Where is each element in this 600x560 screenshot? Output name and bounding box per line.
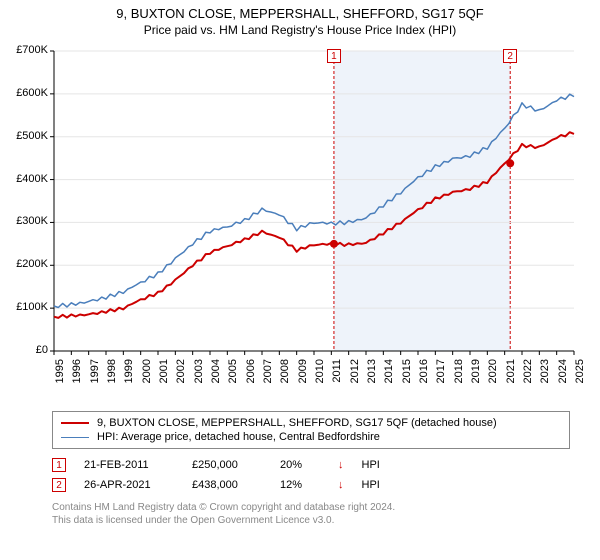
chart-container: 9, BUXTON CLOSE, MEPPERSHALL, SHEFFORD, … [0,0,600,560]
x-tick-label: 2020 [487,359,499,389]
legend-swatch [61,437,89,438]
y-tick-label: £100K [0,301,48,313]
x-tick-label: 2024 [557,359,569,389]
sale-pct: 12% [280,479,320,491]
sale-vs: HPI [362,459,380,471]
sale-row: 1 21-FEB-2011 £250,000 20% ↓ HPI [52,455,570,475]
sale-vs: HPI [362,479,380,491]
x-tick-label: 2006 [245,359,257,389]
legend-row: 9, BUXTON CLOSE, MEPPERSHALL, SHEFFORD, … [61,416,561,430]
y-tick-label: £200K [0,258,48,270]
x-tick-label: 2014 [383,359,395,389]
x-tick-label: 2021 [505,359,517,389]
x-tick-label: 2013 [366,359,378,389]
footer-line2: This data is licensed under the Open Gov… [52,514,570,527]
footer: Contains HM Land Registry data © Crown c… [52,501,570,527]
x-tick-label: 2016 [418,359,430,389]
x-tick-label: 2003 [193,359,205,389]
chart-title: 9, BUXTON CLOSE, MEPPERSHALL, SHEFFORD, … [0,0,600,21]
x-tick-label: 2004 [210,359,222,389]
y-tick-label: £0 [0,344,48,356]
x-tick-label: 1997 [89,359,101,389]
y-tick-label: £400K [0,173,48,185]
x-tick-label: 2009 [297,359,309,389]
x-tick-label: 2005 [227,359,239,389]
legend-swatch [61,422,89,424]
x-tick-label: 2012 [349,359,361,389]
x-tick-label: 2017 [435,359,447,389]
y-tick-label: £700K [0,44,48,56]
chart-svg [0,41,600,403]
y-tick-label: £600K [0,87,48,99]
sale-date: 26-APR-2021 [84,479,174,491]
legend: 9, BUXTON CLOSE, MEPPERSHALL, SHEFFORD, … [52,411,570,449]
x-tick-label: 2010 [314,359,326,389]
x-tick-label: 2000 [141,359,153,389]
x-tick-label: 2002 [175,359,187,389]
x-tick-label: 2008 [279,359,291,389]
down-arrow-icon: ↓ [338,479,344,491]
x-tick-label: 2001 [158,359,170,389]
x-tick-label: 2025 [574,359,586,389]
y-tick-label: £500K [0,130,48,142]
legend-label: HPI: Average price, detached house, Cent… [97,431,380,443]
sale-row: 2 26-APR-2021 £438,000 12% ↓ HPI [52,475,570,495]
footer-line1: Contains HM Land Registry data © Crown c… [52,501,570,514]
x-tick-label: 2023 [539,359,551,389]
x-tick-label: 2011 [331,359,343,389]
sale-price: £438,000 [192,479,262,491]
legend-row: HPI: Average price, detached house, Cent… [61,430,561,444]
x-tick-label: 2007 [262,359,274,389]
down-arrow-icon: ↓ [338,459,344,471]
chart-area: £0 £100K £200K £300K £400K £500K £600K £700K 199… [0,41,600,403]
sale-marker-flag: 1 [327,49,341,63]
sale-marker-icon: 2 [52,478,66,492]
x-tick-label: 1999 [123,359,135,389]
sale-marker-flag: 2 [503,49,517,63]
x-tick-label: 2022 [522,359,534,389]
x-tick-label: 1998 [106,359,118,389]
x-tick-label: 1995 [54,359,66,389]
y-tick-label: £300K [0,215,48,227]
sale-marker-icon: 1 [52,458,66,472]
x-tick-label: 2019 [470,359,482,389]
x-tick-label: 1996 [71,359,83,389]
sale-price: £250,000 [192,459,262,471]
chart-subtitle: Price paid vs. HM Land Registry's House … [0,21,600,41]
sale-pct: 20% [280,459,320,471]
x-tick-label: 2018 [453,359,465,389]
sales-table: 1 21-FEB-2011 £250,000 20% ↓ HPI 2 26-APR-2021 £… [52,455,570,495]
legend-label: 9, BUXTON CLOSE, MEPPERSHALL, SHEFFORD, … [97,417,497,429]
sale-date: 21-FEB-2011 [84,459,174,471]
x-tick-label: 2015 [401,359,413,389]
